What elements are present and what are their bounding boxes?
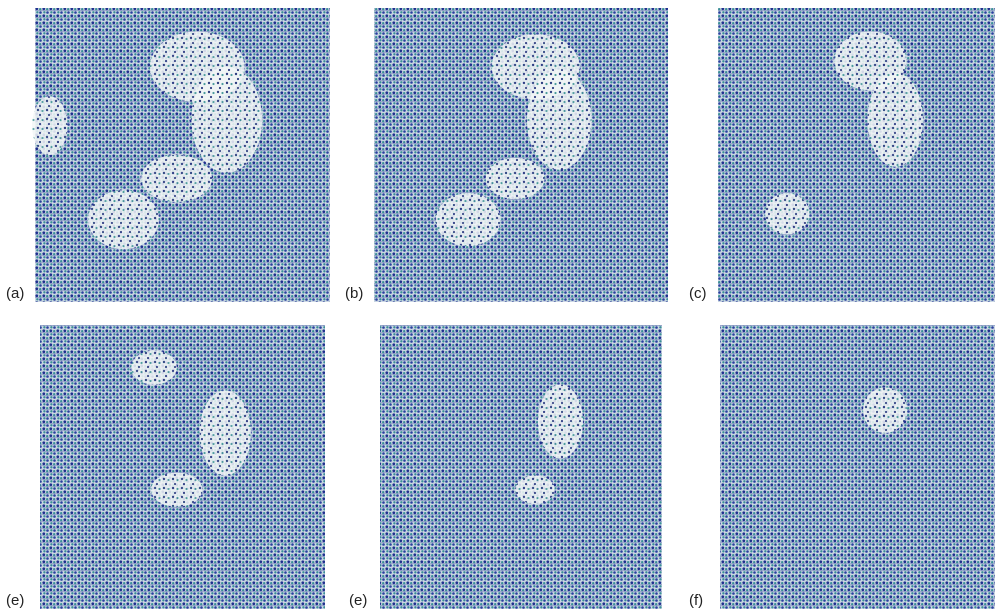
liquid-region <box>151 473 202 507</box>
simulation-panel: (a) <box>6 8 330 302</box>
liquid-region <box>200 390 251 475</box>
simulation-panel: (f) <box>689 325 995 609</box>
figure: (a) (b) (c) (e) (e) (f) <box>0 0 995 609</box>
liquid-region <box>88 190 159 249</box>
liquid-region <box>131 351 177 385</box>
liquid-region <box>486 158 545 199</box>
panel-label: (f) <box>689 592 703 609</box>
liquid-region <box>527 70 592 170</box>
panel-label: (e) <box>6 592 24 609</box>
lattice-image <box>720 325 995 609</box>
liquid-region <box>765 193 809 234</box>
simulation-panel: (e) <box>349 325 662 609</box>
liquid-region <box>32 96 67 155</box>
liquid-region <box>141 155 212 202</box>
liquid-region <box>436 193 501 246</box>
simulation-panel: (e) <box>6 325 325 609</box>
liquid-region <box>538 385 583 459</box>
panel-label: (a) <box>6 285 24 302</box>
liquid-region <box>863 387 907 432</box>
panel-label: (c) <box>689 285 707 302</box>
liquid-region <box>868 73 923 167</box>
lattice-image <box>380 325 662 609</box>
liquid-region <box>191 67 262 173</box>
lattice-image <box>40 325 325 609</box>
panel-label: (b) <box>345 285 363 302</box>
panel-label: (e) <box>349 592 367 609</box>
simulation-panel: (b) <box>345 8 668 302</box>
simulation-panel: (c) <box>689 8 995 302</box>
liquid-region <box>515 476 554 504</box>
